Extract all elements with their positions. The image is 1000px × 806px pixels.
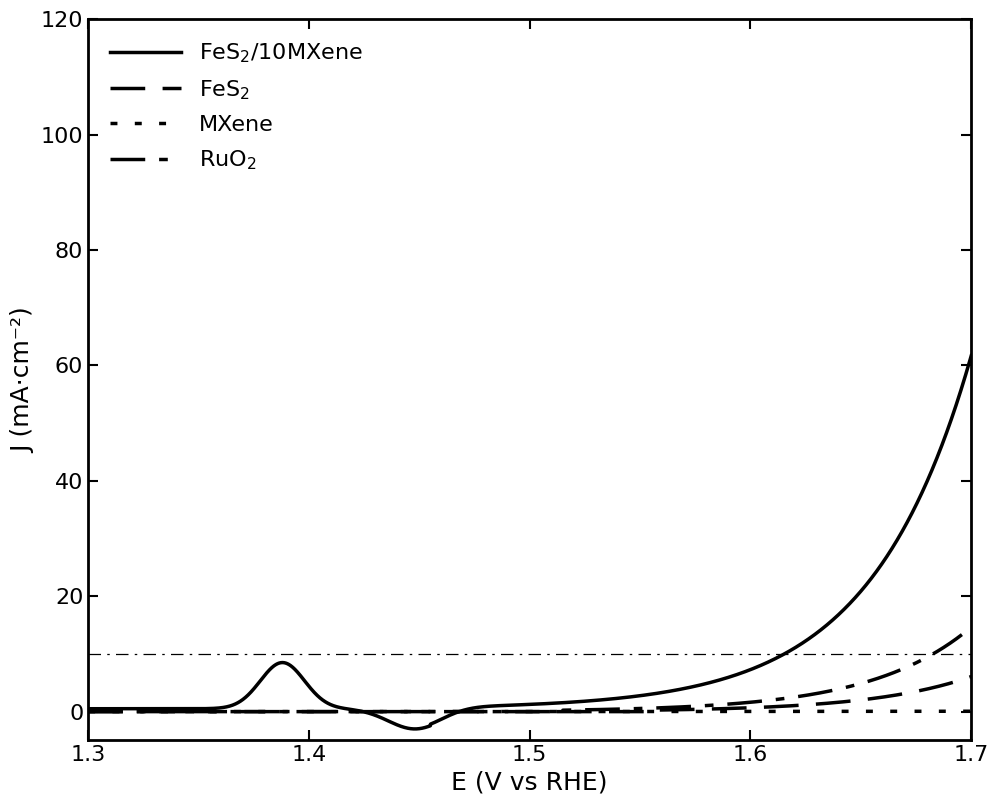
RuO$_2$ [741, 698, 753, 708]
Y-axis label: J (mA·cm⁻²): J (mA·cm⁻²) [11, 307, 35, 453]
FeS$_2$/10MXene [612, 693, 624, 703]
RuO$_2$ [243, 707, 255, 717]
RuO$_2$ [420, 707, 432, 717]
MXene [965, 706, 977, 716]
FeS$_2$/10MXene [808, 630, 820, 640]
FeS$_2$ [420, 707, 432, 717]
Legend: FeS$_2$/10MXene, FeS$_2$, MXene, RuO$_2$: FeS$_2$/10MXene, FeS$_2$, MXene, RuO$_2$ [99, 30, 374, 183]
FeS$_2$ [808, 700, 820, 709]
RuO$_2$ [82, 707, 94, 717]
MXene [808, 707, 820, 717]
MXene [612, 707, 624, 717]
RuO$_2$ [612, 704, 624, 714]
FeS$_2$ [82, 707, 94, 717]
RuO$_2$ [965, 622, 977, 632]
FeS$_2$ [741, 703, 753, 713]
RuO$_2$ [656, 703, 668, 713]
MXene [656, 707, 668, 717]
MXene [82, 707, 94, 717]
MXene [243, 707, 255, 717]
FeS$_2$ [243, 707, 255, 717]
FeS$_2$ [612, 707, 624, 717]
X-axis label: E (V vs RHE): E (V vs RHE) [451, 771, 608, 795]
MXene [420, 707, 432, 717]
MXene [741, 707, 753, 717]
FeS$_2$/10MXene [243, 690, 255, 700]
FeS$_2$/10MXene [965, 351, 977, 360]
FeS$_2$/10MXene [741, 666, 753, 675]
FeS$_2$/10MXene [82, 704, 94, 713]
Line: FeS$_2$/10MXene: FeS$_2$/10MXene [88, 355, 971, 729]
FeS$_2$ [656, 705, 668, 715]
FeS$_2$/10MXene [657, 688, 669, 697]
Line: FeS$_2$: FeS$_2$ [88, 676, 971, 712]
Line: RuO$_2$: RuO$_2$ [88, 627, 971, 712]
FeS$_2$/10MXene [420, 722, 432, 732]
RuO$_2$ [808, 689, 820, 699]
FeS$_2$ [965, 671, 977, 681]
FeS$_2$/10MXene [409, 724, 421, 733]
